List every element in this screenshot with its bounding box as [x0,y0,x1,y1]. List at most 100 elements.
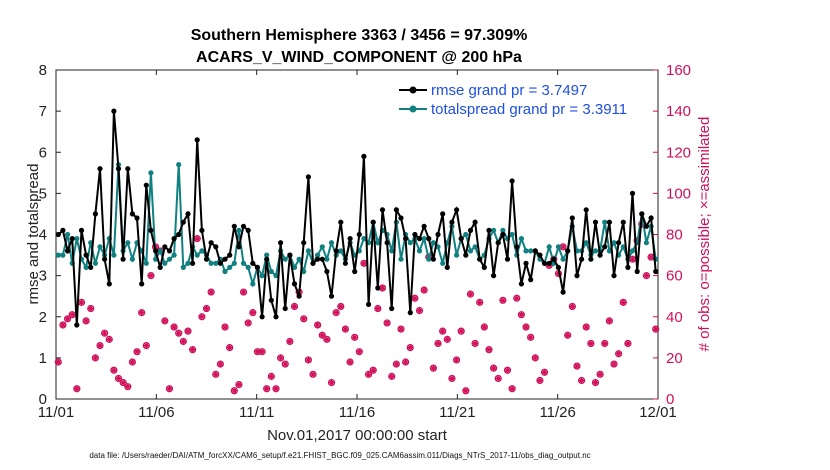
rmse-point [546,260,552,266]
y-axis-label: rmse and totalspread [25,164,42,305]
rmse-point [69,236,75,242]
spread-point [416,248,423,254]
spread-point [430,240,436,246]
rmse-point [555,264,562,270]
obs-assimilated-marker [189,346,196,353]
x-axis-ticks: 11/01 11/06 11/11 11/16 11/21 11/26 12/01 [38,70,677,421]
rmse-point [278,240,284,246]
obs-assimilated-marker [300,315,307,323]
spread-point [282,256,288,262]
obs-assimilated-marker [596,371,604,378]
spread-point [213,260,219,266]
rmse-point [606,219,613,225]
rmse-point [403,236,409,242]
x-tick-label: 12/01 [639,404,677,421]
spread-point [176,162,182,168]
y2-tick-label: 60 [666,268,683,285]
obs-assimilated-marker [106,336,113,343]
obs-assimilated-marker [573,362,581,370]
rmse-point [148,227,154,233]
obs-assimilated-marker [365,371,372,378]
rmse-point [190,260,196,266]
rmse-point [361,153,367,159]
rmse-point [532,248,538,254]
obs-assimilated-marker [309,371,317,378]
y2-tick-label: 140 [666,103,691,120]
spread-point [74,236,80,242]
rmse-point [250,260,256,266]
rmse-point [486,227,492,233]
rmse-point [463,252,469,258]
spread-point [528,248,534,254]
spread-point [389,248,395,254]
obs-assimilated-marker [643,272,650,279]
rmse-point [426,236,432,242]
rmse-point [616,240,622,246]
obs-assimilated-marker [402,358,409,366]
obs-assimilated-marker [180,338,187,345]
rmse-point [523,260,529,266]
rmse-point [185,211,191,217]
y-tick-label: 7 [39,103,47,120]
obs-assimilated-marker [82,317,90,325]
obs-assimilated-marker [587,340,595,347]
spread-point [185,260,191,266]
rmse-point [83,252,89,258]
rmse-point [366,301,372,307]
rmse-point [333,248,339,254]
y2-tick-label: 0 [666,391,674,408]
obs-assimilated-marker [319,332,326,339]
rmse-point [454,207,460,213]
spread-point [162,260,168,266]
obs-assimilated-marker [342,325,349,333]
spread-point [606,248,613,254]
obs-assimilated-marker [508,385,516,392]
obs-assimilated-marker [161,317,169,325]
obs-assimilated-marker [351,334,358,341]
obs-assimilated-marker [328,379,335,386]
obs-assimilated-marker [115,375,122,382]
rmse-point [245,227,251,233]
rmse-point [435,231,441,238]
obs-assimilated-marker [476,299,483,306]
rmse-point [389,305,395,312]
x-axis-label: Nov.01,2017 00:00:00 start [267,427,448,444]
obs-assimilated-marker [217,360,224,368]
rmse-point [384,240,390,246]
spread-point [583,240,589,246]
spread-point [463,231,469,238]
rmse-point [592,219,599,225]
y-tick-label: 1 [39,350,47,367]
spread-point [273,273,279,279]
obs-assimilated-marker [147,272,155,279]
rmse-point [514,244,520,250]
spread-point [440,260,446,266]
spread-point [231,260,237,266]
rmse-point [268,297,274,303]
obs-assimilated-marker [184,327,192,335]
rmse-point [458,236,464,242]
rmse-point [421,223,427,229]
rmse-point [240,223,247,229]
obs-assimilated-marker [518,311,525,318]
spread-point [361,236,367,242]
obs-assimilated-marker [601,340,608,347]
spread-point [305,248,311,254]
spread-point [454,252,460,258]
rmse-point [481,264,487,270]
spread-point [546,244,552,250]
rmse-point [296,293,302,299]
obs-assimilated-marker [119,379,127,386]
rmse-point [254,264,260,270]
rmse-point [625,264,631,270]
obs-assimilated-marker [481,323,488,331]
rmse-point [324,268,330,275]
rmse-point [338,219,344,225]
obs-assimilated-marker [397,325,405,333]
obs-assimilated-marker [420,286,428,294]
spread-point [611,240,617,246]
spread-point [60,252,66,258]
obs-assimilated-marker [235,381,243,388]
rmse-point [569,215,575,221]
